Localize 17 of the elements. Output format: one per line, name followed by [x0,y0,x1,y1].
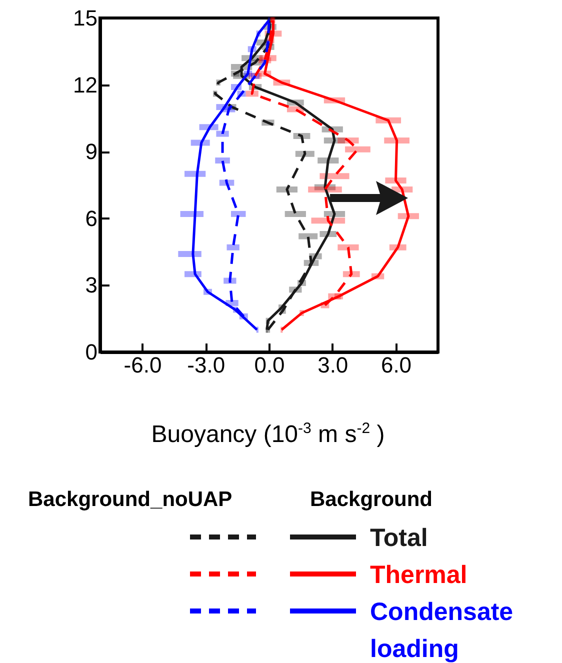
y-tick-label: 9 [85,139,98,164]
y-tick-label: 0 [85,340,98,364]
x-tick-label: -6.0 [124,352,162,378]
x-tick-label: -3.0 [187,352,226,378]
y-tick-label: 6 [85,206,98,231]
y-tick-label: 3 [85,272,98,298]
legend-label: Condensate loading [370,597,514,663]
x-tick-label: 6.0 [380,352,412,378]
text: Background_noUAP [28,488,232,512]
legend-label: Total [370,523,429,554]
x-tick-label: 3.0 [318,352,348,378]
y-tick-label: 15 [73,6,98,30]
x-tick-label: 0.0 [254,352,285,378]
y-tick-label: 12 [73,72,98,98]
x-axis-title: Buoyancy (10$^{-3}$ m s$^{-2}$ ) [150,420,386,449]
text: Background [310,488,433,512]
legend-label: Thermal [370,560,468,591]
